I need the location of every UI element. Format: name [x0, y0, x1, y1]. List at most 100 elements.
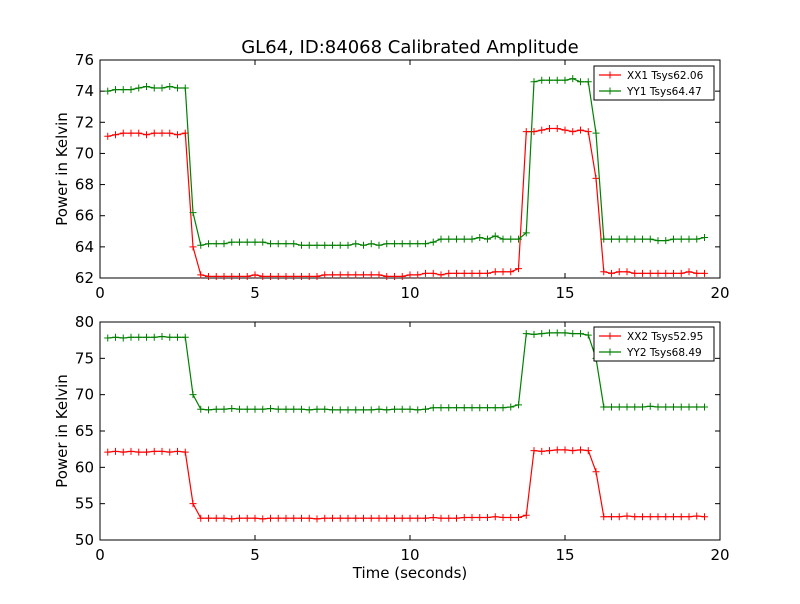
series-1-1	[104, 125, 708, 280]
data-point-marker	[398, 240, 406, 248]
data-point-marker	[515, 401, 522, 409]
data-point-marker	[181, 333, 189, 341]
data-point-marker	[406, 514, 414, 522]
data-point-marker	[197, 405, 205, 413]
data-point-marker	[290, 514, 298, 522]
data-point-marker	[127, 86, 135, 94]
data-point-marker	[220, 514, 228, 522]
data-point-marker	[623, 512, 631, 520]
data-point-marker	[398, 405, 406, 413]
data-point-marker	[685, 235, 693, 243]
data-point-marker	[654, 269, 662, 277]
data-point-marker	[228, 272, 236, 280]
data-point-marker	[476, 269, 484, 277]
data-point-marker	[646, 402, 654, 410]
data-point-marker	[453, 235, 460, 243]
data-point-marker	[259, 238, 267, 246]
data-point-marker	[507, 268, 515, 276]
data-point-marker	[158, 447, 166, 455]
data-point-marker	[104, 87, 112, 95]
data-point-marker	[515, 265, 522, 273]
data-point-marker	[561, 446, 569, 454]
data-point-marker	[274, 272, 282, 280]
legend-marker	[606, 87, 614, 95]
data-point-marker	[677, 235, 685, 243]
y-tick-label: 55	[75, 495, 94, 513]
data-point-marker	[104, 448, 112, 456]
data-point-marker	[460, 235, 468, 243]
x-tick-label: 0	[95, 284, 105, 302]
data-point-marker	[313, 241, 321, 249]
data-point-marker	[538, 76, 546, 84]
data-point-marker	[701, 269, 708, 277]
data-point-marker	[654, 513, 662, 521]
data-point-marker	[685, 513, 693, 521]
data-point-marker	[243, 272, 251, 280]
y-tick-label: 76	[75, 51, 94, 69]
x-tick-label: 5	[250, 546, 260, 564]
data-point-marker	[119, 448, 127, 456]
data-point-marker	[623, 403, 631, 411]
data-point-marker	[135, 129, 143, 137]
data-point-marker	[406, 271, 414, 279]
data-point-marker	[212, 405, 220, 413]
data-point-marker	[150, 333, 158, 341]
data-point-marker	[538, 126, 546, 134]
data-point-marker	[112, 447, 119, 455]
data-point-marker	[546, 329, 553, 337]
legend-box	[593, 65, 715, 101]
data-point-marker	[422, 240, 429, 248]
data-point-marker	[491, 513, 499, 521]
data-point-marker	[298, 241, 305, 249]
data-point-marker	[228, 404, 236, 412]
data-point-marker	[670, 513, 677, 521]
data-point-marker	[670, 403, 677, 411]
data-point-marker	[344, 406, 352, 414]
data-point-marker	[623, 235, 631, 243]
data-point-marker	[701, 403, 708, 411]
data-point-marker	[135, 84, 143, 92]
data-point-marker	[631, 269, 639, 277]
data-point-marker	[243, 238, 251, 246]
data-point-marker	[484, 513, 491, 521]
data-point-marker	[290, 405, 298, 413]
x-tick-label: 10	[400, 284, 419, 302]
data-point-marker	[639, 235, 646, 243]
y-tick-label: 70	[75, 386, 94, 404]
data-point-marker	[569, 330, 577, 338]
x-tick-label: 5	[250, 284, 260, 302]
data-point-marker	[414, 271, 422, 279]
data-point-marker	[499, 404, 507, 412]
data-point-marker	[329, 241, 336, 249]
data-point-marker	[267, 514, 274, 522]
data-point-marker	[491, 232, 499, 240]
data-point-marker	[569, 447, 577, 455]
data-point-marker	[243, 514, 251, 522]
data-point-marker	[135, 333, 143, 341]
data-point-marker	[305, 406, 313, 414]
data-point-marker	[414, 406, 422, 414]
x-tick-label: 20	[710, 284, 729, 302]
data-point-marker	[135, 448, 143, 456]
data-point-marker	[383, 272, 391, 280]
data-point-marker	[701, 513, 708, 521]
data-point-marker	[336, 514, 344, 522]
data-point-marker	[476, 513, 484, 521]
data-point-marker	[329, 514, 336, 522]
data-point-marker	[236, 238, 243, 246]
data-point-marker	[530, 78, 538, 86]
data-point-marker	[422, 405, 429, 413]
data-point-marker	[468, 269, 476, 277]
data-point-marker	[693, 235, 701, 243]
data-point-marker	[584, 78, 592, 86]
data-point-marker	[538, 330, 546, 338]
data-point-marker	[437, 235, 445, 243]
data-point-marker	[367, 514, 375, 522]
data-point-marker	[608, 403, 615, 411]
data-point-marker	[445, 514, 453, 522]
data-point-marker	[360, 241, 367, 249]
data-point-marker	[507, 235, 515, 243]
data-point-marker	[383, 514, 391, 522]
data-point-marker	[468, 513, 476, 521]
data-point-marker	[251, 271, 259, 279]
